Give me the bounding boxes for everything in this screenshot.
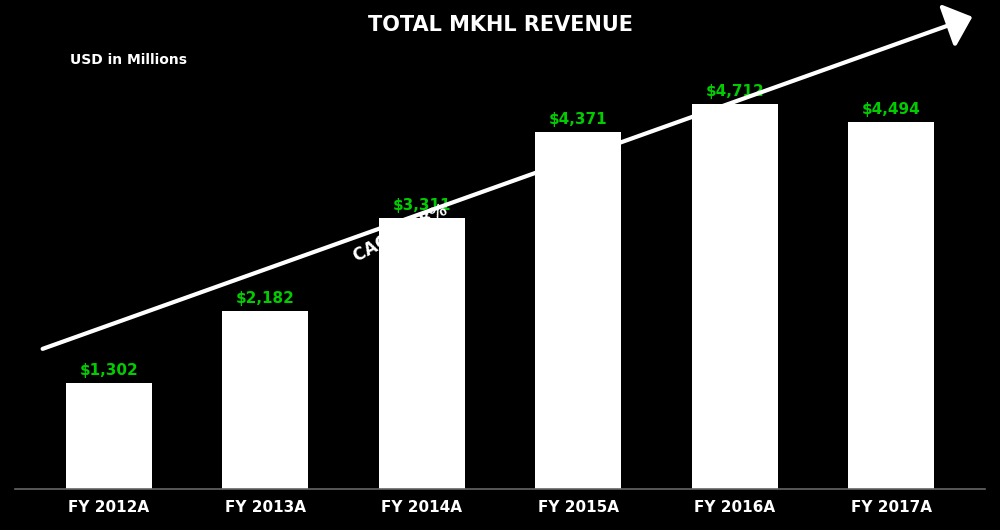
Text: $1,302: $1,302: [79, 363, 138, 377]
Text: $4,712: $4,712: [705, 84, 764, 99]
Text: $3,311: $3,311: [393, 198, 451, 214]
Bar: [379, 218, 465, 489]
Text: $4,494: $4,494: [862, 102, 921, 117]
Text: CAGR: 28%: CAGR: 28%: [350, 201, 450, 266]
Text: USD in Millions: USD in Millions: [70, 53, 187, 67]
Bar: [222, 311, 308, 489]
Text: $4,371: $4,371: [549, 112, 608, 127]
Bar: [692, 104, 778, 489]
Bar: [66, 383, 152, 489]
Text: $2,182: $2,182: [236, 290, 295, 306]
Bar: [535, 132, 621, 489]
Title: TOTAL MKHL REVENUE: TOTAL MKHL REVENUE: [368, 15, 633, 35]
Bar: [848, 122, 934, 489]
